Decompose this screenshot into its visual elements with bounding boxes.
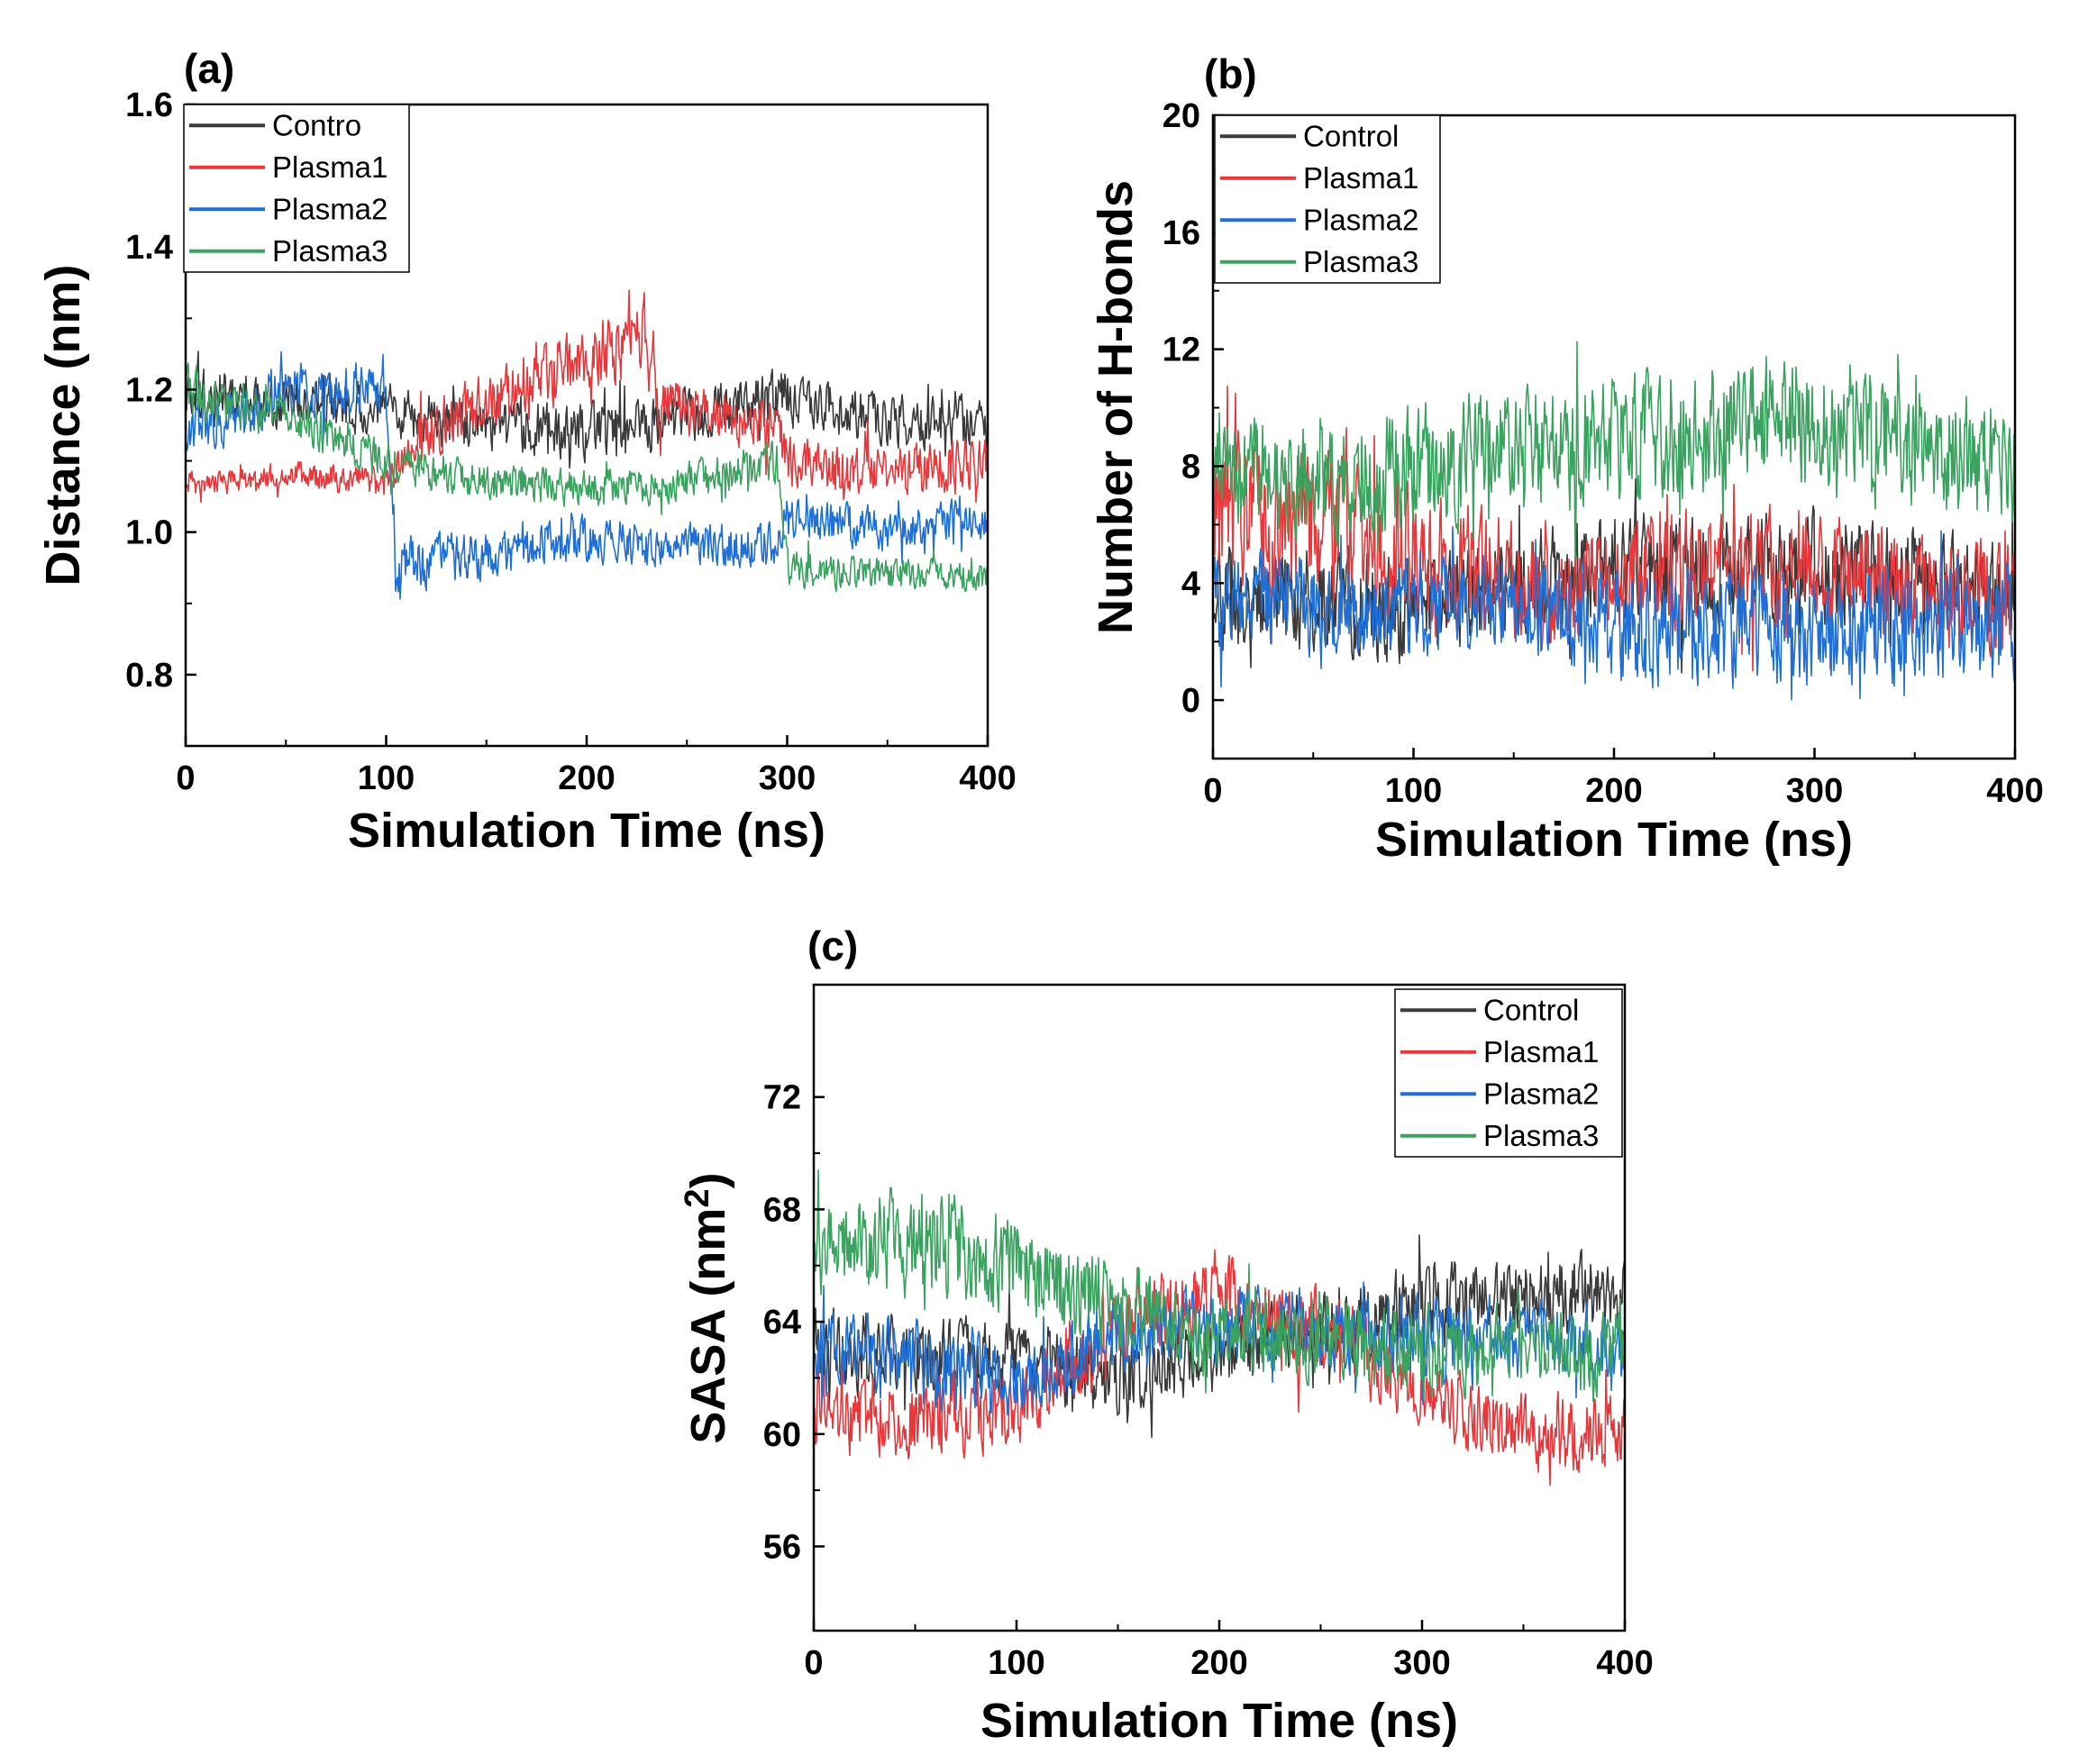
series-line-plasma3 (814, 1169, 1625, 1403)
legend-label-contro: Contro (272, 108, 361, 141)
legend: Control Plasma1 Plasma2 Plasma3 (1214, 114, 1441, 284)
legend-box (183, 104, 410, 273)
series-group (814, 1169, 1625, 1487)
series-line-plasma1 (186, 289, 988, 504)
series-line-plasma1 (1213, 386, 2015, 672)
y-tick-label: 8 (1181, 448, 1200, 486)
series-line-plasma1 (814, 1249, 1625, 1487)
y-tick-label: 1.2 (125, 371, 173, 409)
legend-label-control: Control (1303, 119, 1399, 152)
x-axis-title: Simulation Time (ns) (980, 1694, 1458, 1748)
x-tick-label: 100 (1385, 772, 1442, 810)
legend-label-plasma2: Plasma2 (272, 192, 388, 225)
legend-box (1214, 114, 1441, 284)
y-axis-title: SASA (nm2) (679, 1172, 735, 1443)
y-tick-label: 4 (1181, 565, 1200, 603)
y-axis-title-close: ) (681, 1172, 735, 1188)
x-tick-label: 200 (1585, 772, 1642, 810)
y-tick-label: 12 (1163, 332, 1200, 369)
series-line-plasma3 (1213, 341, 2015, 559)
y-tick-label: 56 (763, 1528, 801, 1566)
y-tick-label: 0 (1181, 682, 1200, 720)
panel-label: (a) (184, 45, 234, 92)
x-tick-label: 0 (176, 759, 195, 797)
y-axis-title: Number of H-bonds (1089, 180, 1143, 634)
legend-label-plasma3: Plasma3 (272, 234, 388, 268)
x-tick-label: 100 (988, 1644, 1044, 1682)
legend-box (1394, 988, 1623, 1158)
y-tick-label: 64 (763, 1304, 801, 1341)
panel-label: (b) (1204, 50, 1257, 97)
x-tick-label: 200 (1190, 1644, 1247, 1682)
y-axis-title: Distance (nm) (36, 264, 90, 586)
series-line-plasma2 (186, 350, 988, 600)
series-group (1213, 341, 2015, 701)
legend-label-plasma3: Plasma3 (1483, 1119, 1599, 1152)
panel-c: 0 100 200 300 400 56 60 64 68 72 Simulation Time (… (679, 923, 1654, 1748)
panel-label: (c) (807, 923, 858, 969)
y-axis-title-superscript: 2 (679, 1188, 716, 1207)
x-tick-label: 300 (759, 759, 816, 797)
legend-label-plasma1: Plasma1 (1483, 1035, 1599, 1068)
y-tick-label: 1.4 (125, 229, 173, 267)
x-tick-label: 400 (959, 759, 1016, 797)
y-tick-label: 20 (1163, 97, 1200, 135)
x-tick-label: 100 (358, 759, 415, 797)
series-line-plasma3 (186, 362, 988, 593)
x-axis-title: Simulation Time (ns) (348, 804, 825, 858)
legend: Control Plasma1 Plasma2 Plasma3 (1394, 988, 1623, 1158)
x-tick-label: 0 (1203, 772, 1222, 810)
legend-label-control: Control (1483, 993, 1579, 1026)
panel-b: 0 100 200 300 400 0 4 8 12 16 20 Simulation Time (n… (1089, 50, 2044, 867)
y-tick-label: 72 (763, 1079, 801, 1117)
y-tick-label: 16 (1163, 214, 1200, 252)
x-tick-label: 400 (1986, 772, 2043, 810)
legend-label-plasma2: Plasma2 (1483, 1077, 1599, 1110)
legend-label-plasma1: Plasma1 (272, 150, 388, 184)
x-tick-label: 200 (558, 759, 615, 797)
legend-label-plasma3: Plasma3 (1303, 245, 1418, 278)
legend-label-plasma1: Plasma1 (1303, 161, 1418, 195)
legend-label-plasma2: Plasma2 (1303, 203, 1418, 236)
series-line-plasma2 (1213, 526, 2015, 701)
y-tick-label: 1.0 (125, 514, 173, 552)
y-tick-label: 1.6 (125, 86, 173, 124)
panel-a: 0 100 200 300 400 0.8 1.0 1.2 1.4 1.6 Simulation T… (36, 45, 1017, 858)
x-tick-label: 300 (1393, 1644, 1450, 1682)
x-tick-label: 400 (1596, 1644, 1653, 1682)
x-tick-label: 0 (804, 1644, 823, 1682)
x-tick-label: 300 (1786, 772, 1843, 810)
y-tick-label: 60 (763, 1416, 801, 1454)
legend: Contro Plasma1 Plasma2 Plasma3 (183, 104, 410, 273)
x-axis-title: Simulation Time (ns) (1375, 813, 1853, 867)
series-line-contro (186, 350, 988, 469)
y-tick-label: 0.8 (125, 657, 173, 695)
series-group (186, 289, 988, 600)
y-tick-label: 68 (763, 1191, 801, 1229)
